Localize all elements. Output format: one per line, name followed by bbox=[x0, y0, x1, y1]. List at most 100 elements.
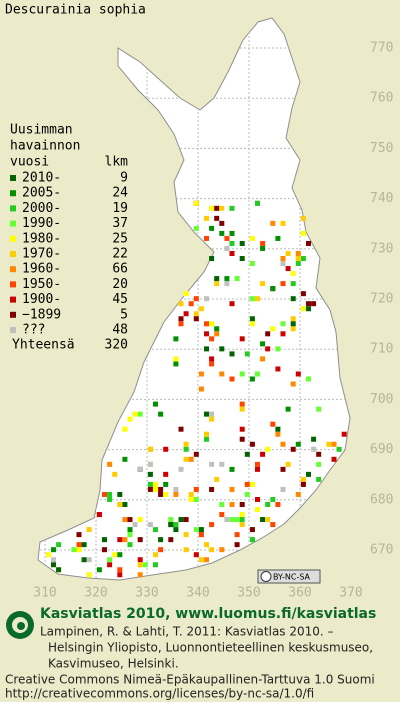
occurrence-square bbox=[229, 230, 235, 236]
occurrence-square bbox=[153, 401, 158, 407]
legend-swatch bbox=[10, 327, 16, 333]
y-grid-label: 700 bbox=[370, 392, 393, 407]
occurrence-square bbox=[229, 486, 235, 492]
occurrence-square bbox=[204, 235, 209, 241]
occurrence-square bbox=[137, 411, 143, 417]
occurrence-square bbox=[147, 486, 153, 492]
occurrence-square bbox=[229, 376, 235, 382]
occurrence-square bbox=[178, 517, 184, 523]
occurrence-square bbox=[204, 321, 209, 327]
logo-center bbox=[17, 622, 25, 630]
occurrence-square bbox=[86, 572, 92, 578]
badge-icon bbox=[260, 571, 272, 582]
occurrence-square bbox=[81, 542, 87, 548]
occurrence-square bbox=[153, 552, 158, 558]
occurrence-square bbox=[229, 502, 235, 507]
occurrence-square bbox=[214, 326, 220, 332]
occurrence-square bbox=[290, 326, 296, 332]
legend-swatch bbox=[10, 281, 16, 288]
occurrence-square bbox=[183, 441, 189, 447]
occurrence-square bbox=[178, 316, 184, 322]
occurrence-square bbox=[204, 411, 209, 417]
occurrence-square bbox=[193, 200, 199, 206]
occurrence-square bbox=[249, 316, 255, 322]
occurrence-square bbox=[209, 336, 215, 342]
occurrence-square bbox=[193, 311, 199, 317]
occurrence-square bbox=[244, 451, 250, 457]
occurrence-square bbox=[45, 552, 51, 558]
occurrence-square bbox=[285, 251, 291, 256]
occurrence-square bbox=[153, 481, 158, 487]
occurrence-square bbox=[198, 527, 204, 533]
occurrence-square bbox=[76, 547, 82, 553]
occurrence-square bbox=[239, 401, 245, 407]
occurrence-square bbox=[209, 321, 215, 327]
occurrence-square bbox=[316, 451, 322, 457]
occurrence-square bbox=[260, 356, 266, 362]
legend-swatch bbox=[10, 251, 16, 257]
occurrence-square bbox=[219, 220, 225, 226]
occurrence-square bbox=[107, 557, 113, 563]
legend-count-heading: lkm bbox=[105, 155, 129, 170]
occurrence-square bbox=[163, 471, 169, 477]
footer-url: http://creativecommons.org/licenses/by-n… bbox=[5, 687, 314, 701]
occurrence-square bbox=[224, 281, 230, 287]
occurrence-square bbox=[229, 251, 235, 256]
y-grid-label: 710 bbox=[370, 342, 393, 357]
occurrence-square bbox=[193, 486, 199, 492]
occurrence-square bbox=[224, 245, 230, 251]
occurrence-square bbox=[188, 456, 194, 462]
occurrence-square bbox=[280, 441, 286, 447]
occurrence-square bbox=[239, 502, 245, 507]
license-badge: BY-NC-SA bbox=[257, 569, 321, 584]
y-grid-label: 690 bbox=[370, 442, 393, 457]
occurrence-square bbox=[265, 446, 271, 452]
occurrence-square bbox=[336, 446, 342, 452]
occurrence-square bbox=[183, 291, 189, 297]
occurrence-square bbox=[229, 240, 235, 246]
occurrence-square bbox=[76, 532, 82, 538]
occurrence-square bbox=[122, 456, 128, 462]
occurrence-square bbox=[260, 341, 266, 347]
occurrence-square bbox=[260, 245, 266, 251]
occurrence-square bbox=[209, 225, 215, 231]
occurrence-square bbox=[204, 215, 209, 221]
occurrence-square bbox=[249, 527, 255, 533]
occurrence-square bbox=[306, 471, 311, 477]
occurrence-square bbox=[137, 466, 143, 472]
occurrence-square bbox=[249, 441, 255, 447]
legend-count: 24 bbox=[112, 186, 128, 201]
occurrence-square bbox=[183, 456, 189, 462]
occurrence-square bbox=[86, 557, 92, 563]
occurrence-square bbox=[290, 316, 296, 322]
legend-label: ??? bbox=[22, 323, 45, 338]
occurrence-square bbox=[117, 572, 123, 578]
occurrence-square bbox=[275, 426, 281, 432]
occurrence-square bbox=[193, 296, 199, 302]
occurrence-square bbox=[209, 522, 215, 528]
occurrence-square bbox=[173, 361, 179, 367]
occurrence-square bbox=[234, 276, 240, 282]
occurrence-square bbox=[188, 491, 194, 497]
occurrence-square bbox=[300, 215, 306, 221]
occurrence-square bbox=[234, 532, 240, 538]
occurrence-square bbox=[300, 306, 306, 312]
occurrence-square bbox=[239, 406, 245, 412]
legend-heading: Uusimman bbox=[10, 123, 73, 138]
occurrence-square bbox=[275, 235, 281, 241]
occurrence-square bbox=[290, 281, 296, 287]
occurrence-square bbox=[249, 235, 255, 241]
legend: Uusimman havainnon vuosi lkm 2010- 9 2005-… bbox=[10, 123, 128, 353]
occurrence-square bbox=[112, 552, 118, 558]
occurrence-square bbox=[290, 381, 296, 387]
y-grid-label: 740 bbox=[370, 191, 393, 206]
legend-count: 20 bbox=[112, 277, 128, 292]
occurrence-square bbox=[51, 557, 56, 563]
occurrence-square bbox=[173, 356, 179, 362]
occurrence-square bbox=[255, 496, 260, 502]
occurrence-square bbox=[204, 431, 209, 437]
occurrence-square bbox=[127, 416, 133, 422]
occurrence-square bbox=[56, 542, 62, 548]
occurrence-square bbox=[147, 461, 153, 467]
